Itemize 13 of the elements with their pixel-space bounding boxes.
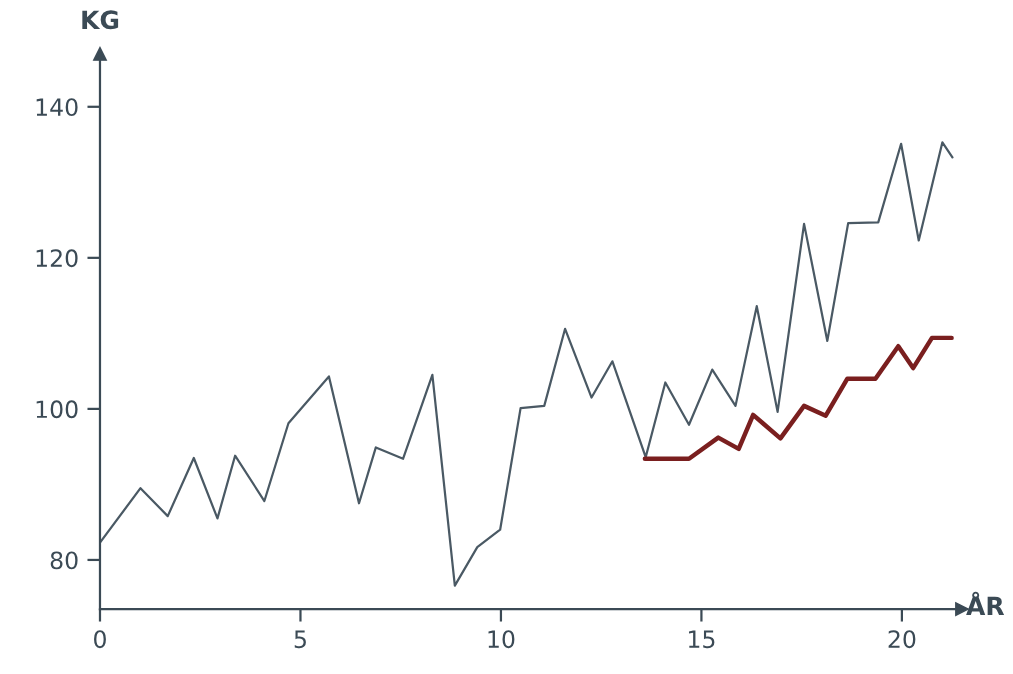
x-tick-label: 5 [294, 630, 306, 649]
y-tick-label: 140 [36, 98, 78, 117]
x-tick-label: 10 [488, 630, 515, 649]
line-series [642, 335, 954, 461]
x-tick-label: 0 [94, 630, 106, 649]
x-axis-title: ÅR [966, 591, 1005, 615]
y-tick-label: 100 [36, 400, 78, 419]
y-tick-label: 120 [36, 249, 78, 268]
x-tick-label: 20 [888, 630, 916, 649]
y-axis-title: KG [82, 10, 119, 30]
x-tick-label: 15 [688, 630, 715, 649]
line-series [99, 141, 954, 587]
y-tick-label: 80 [50, 551, 78, 570]
